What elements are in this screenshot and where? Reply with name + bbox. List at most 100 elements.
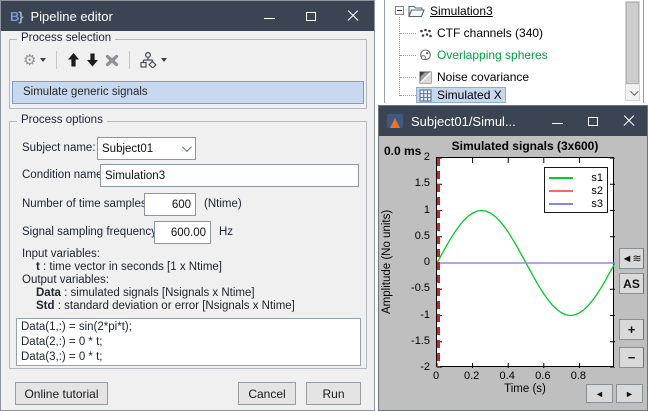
subject-name-select[interactable]: Subject01: [97, 137, 196, 160]
y-tick-label: -2: [420, 361, 430, 373]
sampling-freq-input[interactable]: 600.00: [154, 221, 211, 244]
tree-node-overlapping-spheres[interactable]: Overlapping spheres: [419, 47, 548, 63]
minimize-icon: [551, 122, 563, 124]
toolbar-separator: [129, 51, 131, 69]
signal-formula-textarea[interactable]: Data(1,:) = sin(2*pi*t); Data(2,:) = 0 *…: [16, 318, 361, 366]
close-button[interactable]: [611, 106, 647, 136]
x-tick-label: 0.2: [463, 370, 480, 382]
code-line-1: Data(1,:) = sin(2*pi*t);: [21, 321, 132, 333]
dropdown-arrow-icon: [40, 58, 47, 62]
move-down-button[interactable]: [83, 50, 102, 70]
run-button[interactable]: Run: [306, 382, 361, 405]
delete-x-icon: [106, 54, 119, 66]
tree-node-ctf-channels[interactable]: CTF channels (340): [419, 25, 543, 41]
output-variables-header: Output variables:: [22, 274, 109, 286]
close-icon: [623, 115, 635, 127]
y-tick-label: 0.5: [414, 229, 430, 242]
x-tick-label: 0.6: [535, 370, 551, 382]
chevron-down-icon: [629, 86, 639, 96]
x-axis-label: Time (s): [504, 383, 546, 395]
close-button[interactable]: [332, 1, 374, 31]
var-std: Std: [36, 300, 55, 312]
up-arrow-icon: [68, 53, 80, 67]
tree-scrollbar-thumb[interactable]: [626, 2, 639, 84]
condition-name-input[interactable]: Simulation3: [100, 164, 359, 187]
selected-process-item[interactable]: Simulate generic signals: [12, 81, 364, 104]
y-axis-label: Amplitude (No units): [381, 209, 393, 315]
condition-name-label: Condition name:: [22, 169, 106, 181]
y-tick-label: -1.5: [411, 334, 430, 347]
y-tick-labels: 2 1.5 1 0.5 0 -0.5 -1 -1.5 -2: [397, 151, 434, 373]
time-samples-suffix: (Ntime): [204, 198, 242, 210]
maximize-button[interactable]: [290, 1, 332, 31]
zoom-in-button[interactable]: +: [619, 319, 644, 340]
y-tick-label: 0: [423, 256, 430, 268]
folder-open-icon: [408, 4, 425, 18]
process-selection-label: Process selection: [17, 32, 116, 44]
y-tick-label: 2: [423, 151, 430, 163]
subject-name-value: Subject01: [102, 142, 154, 155]
autoscale-button[interactable]: AS: [619, 273, 644, 294]
legend-line-swatch: [549, 202, 573, 205]
var-t: t: [36, 261, 40, 273]
var-std-desc: : standard deviation or error [Nsignals …: [57, 300, 295, 312]
x-tick-label: 0.8: [570, 370, 587, 382]
tree-node-noise-covariance[interactable]: Noise covariance: [419, 69, 529, 85]
y-tick-label: 1: [423, 203, 430, 216]
time-prev-button[interactable]: ◄: [586, 384, 613, 403]
time-next-button[interactable]: ►: [616, 384, 643, 403]
tree-connector-line: [400, 95, 416, 96]
process-toolbar: ⚙: [20, 49, 170, 71]
legend-entry: s1: [545, 171, 607, 184]
x-tick-label: 0: [432, 370, 440, 382]
matlab-icon: [387, 114, 403, 128]
online-tutorial-button[interactable]: Online tutorial: [15, 382, 108, 405]
pipeline-menu-button[interactable]: [137, 50, 170, 70]
gear-icon: ⚙: [23, 51, 37, 69]
code-line-3: Data(3,:) = 0 * t;: [21, 351, 103, 363]
process-menu-button[interactable]: ⚙: [20, 50, 49, 70]
close-icon: [347, 10, 359, 22]
plot-legend[interactable]: s1 s2 s3: [544, 167, 608, 213]
input-variables-header: Input variables:: [22, 248, 100, 260]
pipeline-tree-icon: [140, 52, 158, 68]
matrix-icon: [419, 88, 432, 102]
minimize-button[interactable]: [539, 106, 575, 136]
tree-scrollbar[interactable]: [625, 1, 640, 101]
input-t-line: t : time vector in seconds [1 x Ntime]: [36, 261, 222, 273]
cancel-button[interactable]: Cancel: [238, 382, 296, 405]
code-line-2: Data(2,:) = 0 * t;: [21, 336, 103, 348]
tree-node-label: Noise covariance: [437, 70, 530, 84]
montage-menu-button[interactable]: ◄≋: [619, 248, 644, 269]
tree-node-simulated-selected[interactable]: Simulated X: [416, 87, 506, 103]
subject-name-label: Subject name:: [22, 142, 96, 154]
database-tree-panel: Simulation3 CTF channels (340) Overlappi…: [384, 0, 644, 103]
minimize-button[interactable]: [248, 1, 290, 31]
pipeline-editor-titlebar: B} Pipeline editor: [1, 1, 374, 31]
tree-expander-minus[interactable]: [395, 6, 404, 15]
y-tick-label: -1: [420, 308, 430, 321]
dropdown-arrow-icon: [161, 58, 168, 62]
pipeline-editor-window: B} Pipeline editor Process selection ⚙: [0, 0, 375, 411]
zoom-out-button[interactable]: −: [619, 347, 644, 368]
output-data-line: Data : simulated signals [Nsignals x Nti…: [36, 287, 255, 299]
legend-label: s3: [591, 197, 603, 210]
tree-node-label: CTF channels (340): [437, 26, 544, 40]
tree-node-simulation3[interactable]: Simulation3: [408, 3, 493, 19]
toolbar-separator: [56, 51, 58, 69]
tree-node-label: Simulated X: [437, 88, 502, 102]
figure-title: Subject01/Simul...: [411, 113, 516, 129]
legend-line-swatch: [549, 189, 573, 192]
var-data-desc: : simulated signals [Nsignals x Ntime]: [64, 287, 255, 299]
maximize-button[interactable]: [575, 106, 611, 136]
tree-scroll-down-button[interactable]: [626, 85, 639, 100]
minimize-icon: [263, 17, 275, 19]
plot-canvas: [437, 158, 615, 368]
sampling-freq-suffix: Hz: [219, 226, 234, 238]
move-up-button[interactable]: [64, 50, 83, 70]
plot-axes[interactable]: s1 s2 s3: [436, 157, 615, 368]
figure-titlebar: Subject01/Simul...: [379, 106, 647, 136]
time-samples-input[interactable]: 600: [144, 193, 196, 216]
delete-process-button[interactable]: [102, 50, 122, 70]
